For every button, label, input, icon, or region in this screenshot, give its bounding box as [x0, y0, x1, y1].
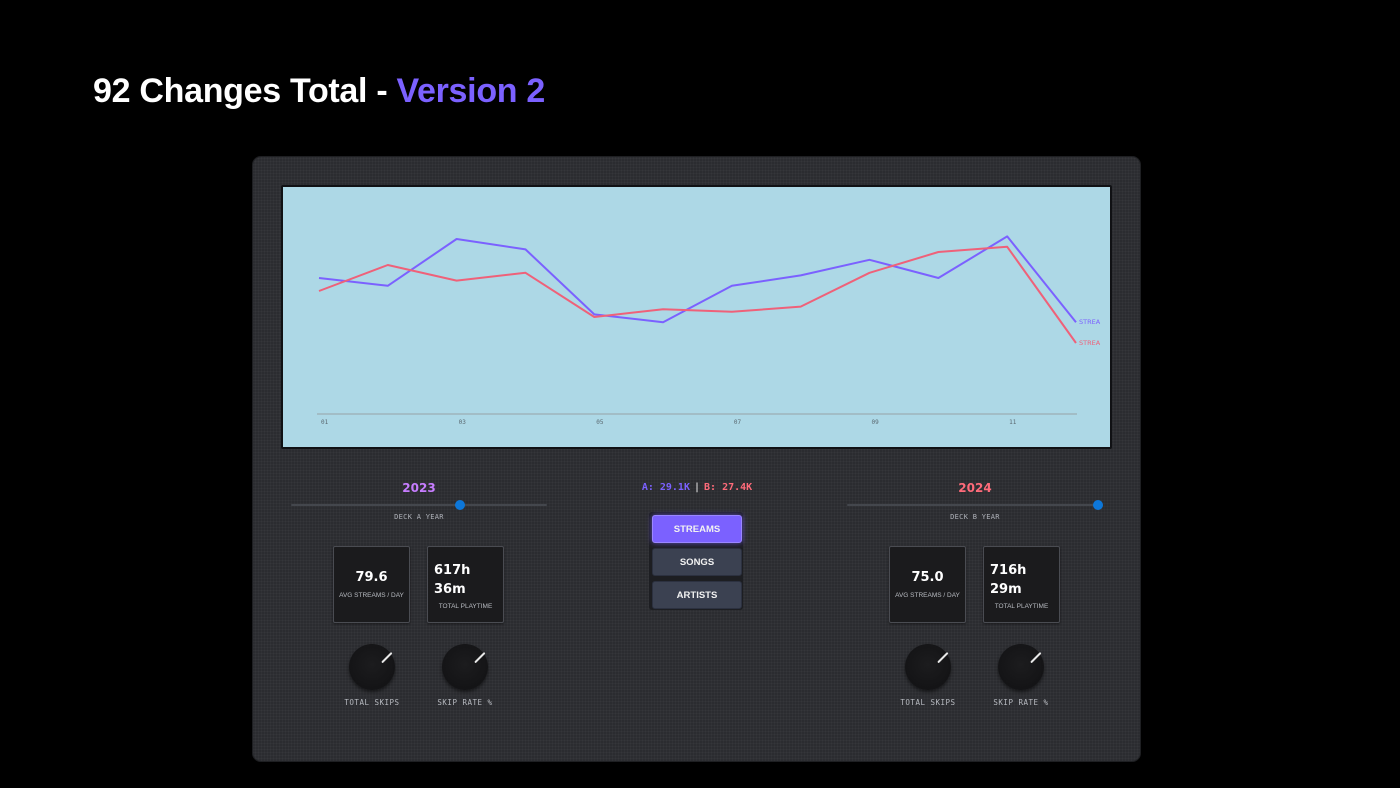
deck-a-total-skips-knob[interactable]: [349, 644, 395, 690]
chart-screen: 01 03 05 07 09 11 STREA STREA: [281, 185, 1112, 449]
console-panel: 01 03 05 07 09 11 STREA STREA 2023 DECK A YEAR …: [252, 156, 1141, 762]
deck-b-skip-rate-knob-group: SKIP RATE %: [981, 638, 1061, 708]
deck-a-total-skips-label: TOTAL SKIPS: [344, 698, 400, 707]
deck-a-year: 2023: [402, 481, 436, 495]
deck-b-skip-rate-knob[interactable]: [998, 644, 1044, 690]
x-tick-label: 09: [872, 419, 880, 426]
deck-b-total-skips-knob-group: TOTAL SKIPS: [888, 638, 968, 708]
deck-a-skip-rate-knob[interactable]: [442, 644, 488, 690]
ab-readout: A: 29.1K | B: 27.4K: [632, 482, 762, 493]
readout-b: B: 27.4K: [704, 482, 753, 493]
deck-a-total-skips-knob-group: TOTAL SKIPS: [332, 638, 412, 708]
deck-a-avg-streams-card: 79.6 AVG STREAMS / DAY: [333, 546, 410, 623]
deck-a-playtime-value: 617h 36m: [434, 561, 509, 599]
x-tick-label: 11: [1009, 419, 1017, 426]
series-end-label: STREA: [1079, 339, 1101, 347]
mode-streams-button[interactable]: STREAMS: [652, 515, 742, 543]
readout-separator: |: [693, 482, 701, 493]
deck-a-playtime-hours: 617h: [434, 563, 471, 578]
deck-b-playtime-value: 716h 29m: [990, 561, 1065, 599]
deck-b-slider-thumb[interactable]: [1092, 500, 1103, 510]
deck-b-caption: DECK B YEAR: [950, 513, 1000, 521]
deck-b-playtime-hours: 716h: [990, 563, 1027, 578]
deck-b-playtime-minutes: 29m: [990, 582, 1022, 597]
deck-b-avg-streams-card: 75.0 AVG STREAMS / DAY: [889, 546, 966, 623]
mode-selector: STREAMS SONGS ARTISTS: [649, 512, 743, 610]
deck-a: 2023 DECK A YEAR 79.6 AVG STREAMS / DAY …: [291, 478, 547, 738]
deck-b-year-slider[interactable]: [847, 500, 1103, 510]
deck-a-playtime-minutes: 36m: [434, 582, 466, 597]
deck-a-caption: DECK A YEAR: [394, 513, 444, 521]
readout-a: A: 29.1K: [641, 482, 690, 493]
x-tick-label: 07: [734, 419, 742, 426]
page-title-accent: Version 2: [396, 72, 546, 110]
series-end-label: STREA: [1079, 318, 1101, 326]
deck-a-year-slider[interactable]: [291, 500, 547, 510]
deck-a-skip-rate-knob-group: SKIP RATE %: [425, 638, 505, 708]
page-title-main: 92 Changes Total -: [93, 72, 397, 110]
deck-b-skip-rate-label: SKIP RATE %: [993, 698, 1049, 707]
deck-b-total-skips-knob[interactable]: [905, 644, 951, 690]
deck-a-playtime-label: TOTAL PLAYTIME: [438, 603, 493, 610]
deck-a-playtime-card: 617h 36m TOTAL PLAYTIME: [427, 546, 504, 623]
series-line-a: [318, 235, 1077, 324]
series-line-b: [318, 245, 1077, 344]
deck-a-skip-rate-label: SKIP RATE %: [437, 698, 493, 707]
deck-a-avg-streams-value: 79.6: [355, 570, 388, 585]
deck-b: 2024 DECK B YEAR 75.0 AVG STREAMS / DAY …: [847, 478, 1103, 738]
page-title: 92 Changes Total - Version 2: [93, 72, 545, 111]
deck-b-avg-streams-label: AVG STREAMS / DAY: [895, 592, 960, 599]
x-tick-label: 01: [321, 419, 329, 426]
deck-b-year: 2024: [958, 481, 992, 495]
line-chart: 01 03 05 07 09 11 STREA STREA: [317, 235, 1101, 426]
deck-b-total-skips-label: TOTAL SKIPS: [900, 698, 956, 707]
x-tick-label: 03: [459, 419, 467, 426]
deck-a-avg-streams-label: AVG STREAMS / DAY: [339, 592, 404, 599]
deck-b-avg-streams-value: 75.0: [911, 570, 944, 585]
deck-b-playtime-label: TOTAL PLAYTIME: [994, 603, 1049, 610]
mode-songs-button[interactable]: SONGS: [652, 548, 742, 576]
deck-a-slider-thumb[interactable]: [454, 500, 465, 510]
x-tick-label: 05: [596, 419, 604, 426]
mode-artists-button[interactable]: ARTISTS: [652, 581, 742, 609]
deck-b-playtime-card: 716h 29m TOTAL PLAYTIME: [983, 546, 1060, 623]
